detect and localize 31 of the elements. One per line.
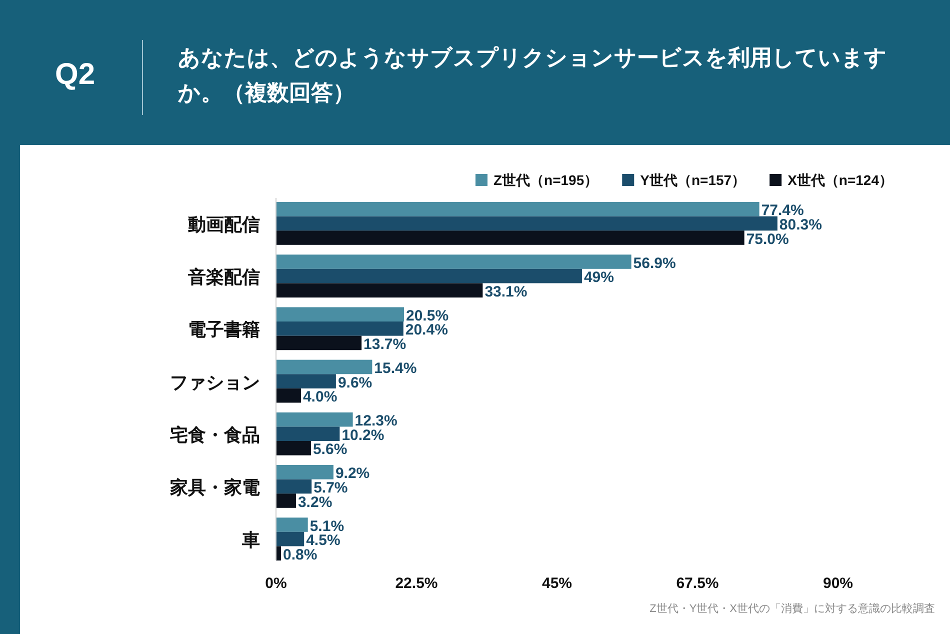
source: Z世代・Y世代・X世代の「消費」に対する意識の比較調査 bbox=[650, 603, 935, 615]
data-label: 20.5% bbox=[406, 307, 449, 324]
chart-title: あなたは、どのようなサブスプリクションサービスを利用していますか。（複数回答） bbox=[178, 44, 888, 107]
data-label: 75.0% bbox=[746, 230, 789, 248]
data-label: 3.2% bbox=[298, 494, 332, 511]
data-label: 15.4% bbox=[374, 360, 417, 377]
x-tick-label: 67.5% bbox=[676, 575, 719, 592]
data-label: 49% bbox=[584, 269, 614, 286]
legend-label: X世代（n=124） bbox=[788, 172, 893, 188]
x-tick-label: 22.5% bbox=[395, 575, 438, 592]
y-tick-label: 宅食・食品 bbox=[170, 424, 260, 445]
y-tick-label: 家具・家電 bbox=[169, 477, 260, 498]
y-tick-label: 動画配信 bbox=[187, 214, 260, 234]
x-tick-label: 0% bbox=[265, 575, 287, 592]
y-tick-label: 車 bbox=[241, 530, 260, 550]
text: Q2 bbox=[55, 58, 96, 92]
y-tick-label: 電子書籍 bbox=[188, 320, 260, 340]
data-label: 56.9% bbox=[633, 254, 676, 272]
y-tick-label: ファション bbox=[170, 372, 260, 392]
data-label: 33.1% bbox=[484, 283, 528, 300]
legend-label: Y世代（n=157） bbox=[640, 172, 746, 188]
data-label: 4.0% bbox=[302, 388, 338, 406]
data-label: 5.1% bbox=[310, 518, 344, 535]
data-label: 9.6% bbox=[338, 374, 372, 392]
data-label: 20.4% bbox=[405, 322, 448, 339]
data-label: 13.7% bbox=[364, 336, 406, 353]
data-label: 5.6% bbox=[312, 441, 348, 458]
y-tick-label: 音楽配信 bbox=[187, 267, 260, 288]
x-tick-label: 90% bbox=[822, 575, 854, 592]
x-tick-label: 45% bbox=[542, 575, 572, 592]
legend-label: Z世代（n=195） bbox=[493, 172, 598, 188]
